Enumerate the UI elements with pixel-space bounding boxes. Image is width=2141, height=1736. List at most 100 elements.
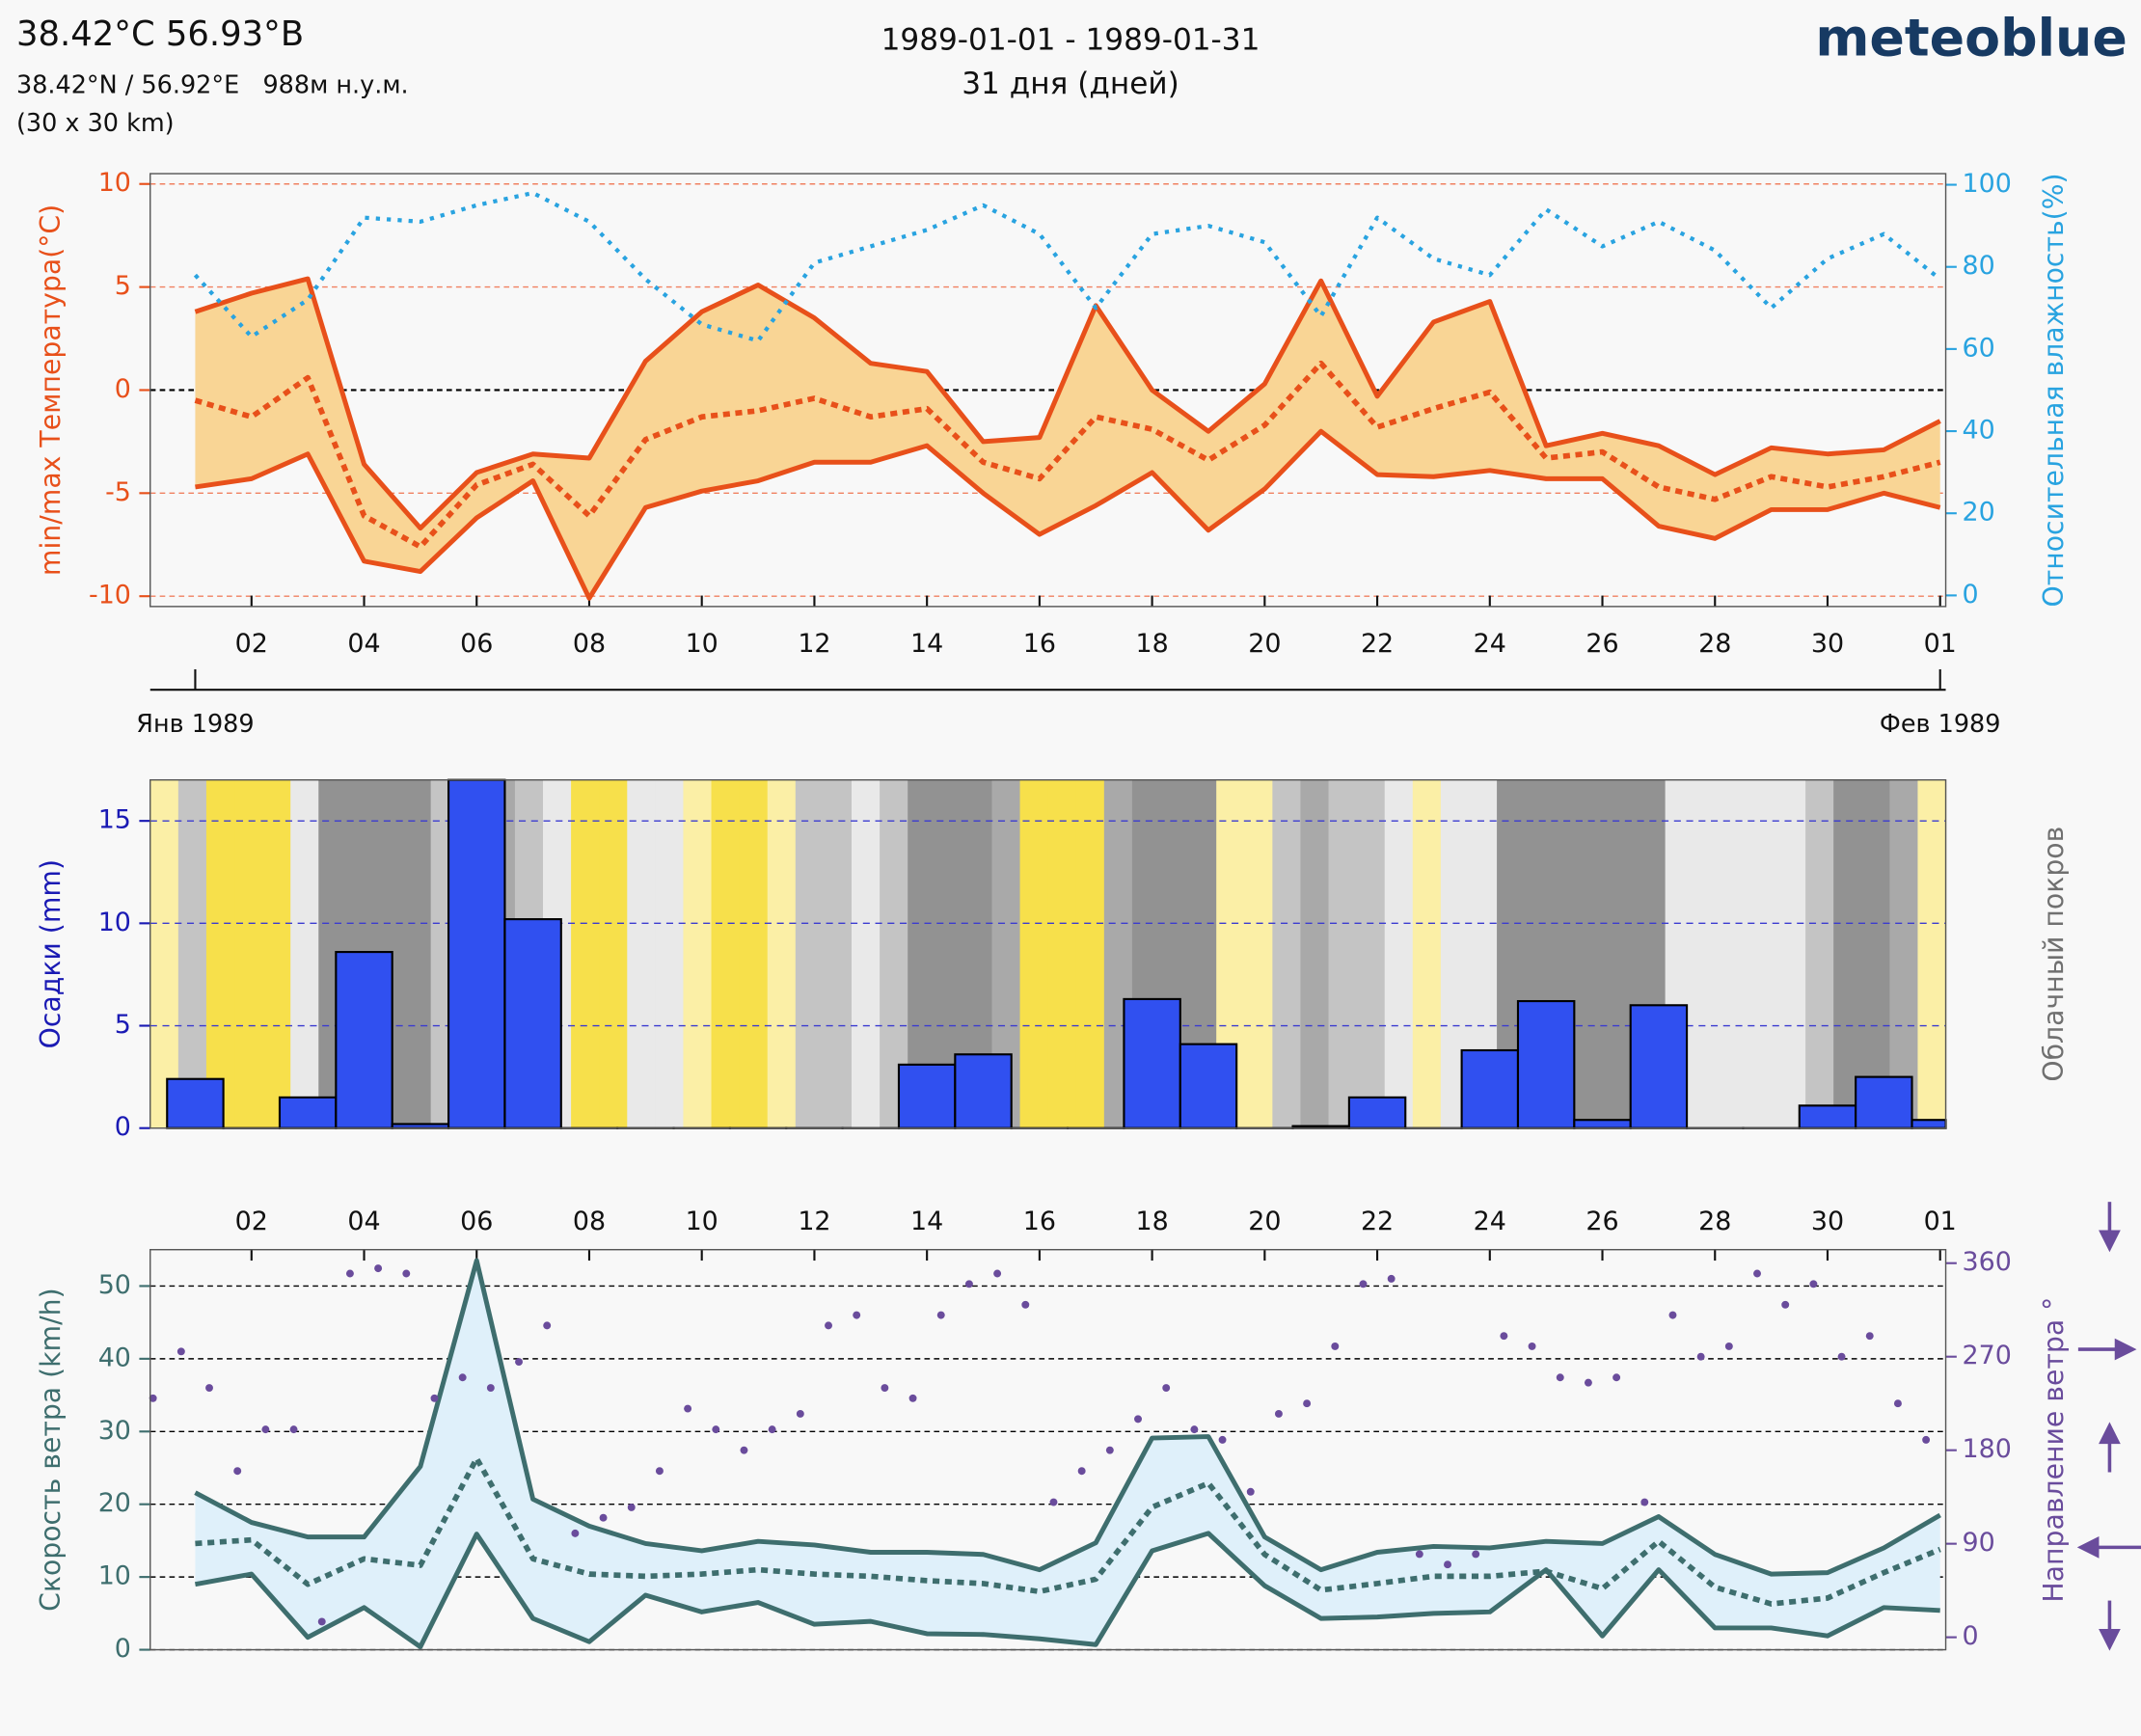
direction-dot <box>345 1269 354 1278</box>
cloud-cover <box>262 779 291 1128</box>
cloud-cover <box>767 779 797 1128</box>
cloud-cover <box>1047 779 1077 1128</box>
direction-dot <box>1809 1280 1818 1288</box>
x-tick-label: 28 <box>1698 629 1731 659</box>
x-tick-label: 12 <box>798 1207 830 1236</box>
direction-dot <box>1613 1373 1621 1382</box>
cloud-cover <box>1693 779 1722 1128</box>
cloud-cover <box>683 779 713 1128</box>
logo: meteoblue <box>1815 7 2127 68</box>
x-tick-label: 01 <box>1924 629 1957 659</box>
series-line <box>194 360 1941 550</box>
direction-dot <box>1190 1425 1199 1434</box>
y-tick-label: 40 <box>98 1343 131 1372</box>
precip-bar <box>1123 997 1181 1129</box>
direction-dot <box>1134 1415 1142 1424</box>
y2-tick-label: 270 <box>1963 1341 2012 1370</box>
x-tick-label: 18 <box>1136 629 1169 659</box>
y-tick-label: 20 <box>98 1488 131 1518</box>
direction-dot <box>1105 1446 1114 1454</box>
direction-dot <box>881 1384 889 1392</box>
precip-bar <box>1573 1119 1632 1129</box>
cloud-cover <box>205 779 235 1128</box>
x-tick-label: 24 <box>1474 1207 1506 1236</box>
cloud-cover <box>795 779 825 1128</box>
cloud-cover <box>1075 779 1105 1128</box>
direction-dot <box>1359 1280 1368 1288</box>
direction-dot <box>796 1409 804 1418</box>
cloud-cover <box>177 779 207 1128</box>
direction-dot <box>1696 1352 1705 1361</box>
precip-bar <box>1798 1104 1857 1129</box>
direction-dot <box>1077 1467 1086 1476</box>
cloud-cover <box>571 779 600 1128</box>
cloud-cover <box>149 779 179 1128</box>
cloud-cover <box>1833 779 1862 1128</box>
precip-bar <box>954 1053 1013 1129</box>
direction-dot <box>627 1503 636 1511</box>
range-band <box>195 1261 1940 1647</box>
direction-dot <box>317 1617 326 1626</box>
plot-frame <box>149 173 1947 608</box>
precip-bar <box>1516 999 1576 1129</box>
precip-bar <box>278 1096 338 1129</box>
days-count: 31 дня (дней) <box>962 67 1179 101</box>
direction-dot <box>430 1394 439 1402</box>
cloud-cover <box>1019 779 1049 1128</box>
y-axis-title: Осадки (mm) <box>35 859 67 1048</box>
humidity-line <box>193 190 1942 343</box>
direction-dot <box>1781 1300 1790 1309</box>
direction-dot <box>543 1321 552 1330</box>
precip-bar <box>1629 1004 1689 1129</box>
y2-tick-label: 360 <box>1963 1247 2012 1277</box>
direction-dot <box>486 1384 495 1392</box>
x-tick-label: 02 <box>235 629 268 659</box>
cloud-cover <box>739 779 769 1128</box>
precip-bar <box>1911 1119 1947 1129</box>
series-line <box>194 1258 1941 1577</box>
cloud-cover <box>402 779 432 1128</box>
series-line <box>194 276 1941 531</box>
direction-dot <box>402 1269 411 1278</box>
x-tick-label: 22 <box>1361 1207 1394 1236</box>
direction-dot <box>1584 1378 1592 1387</box>
x-tick-label: 24 <box>1474 629 1506 659</box>
x-tick-label: 06 <box>460 1207 493 1236</box>
precip-bar <box>503 918 562 1129</box>
y2-axis-title: Облачный покров <box>2038 827 2070 1082</box>
y-tick-label: -10 <box>89 581 131 610</box>
y2-tick-label: 20 <box>1963 498 1995 528</box>
cloud-cover <box>1917 779 1947 1128</box>
direction-dot <box>1331 1342 1340 1350</box>
direction-dot <box>1893 1399 1902 1408</box>
y-tick-label: 5 <box>115 1010 131 1040</box>
y-tick-label: 30 <box>98 1416 131 1446</box>
direction-dot <box>149 1394 157 1402</box>
y-axis-title: min/max Температура(°C) <box>35 204 67 576</box>
cloud-cover <box>852 779 881 1128</box>
direction-dot <box>1444 1560 1451 1569</box>
direction-dot <box>1246 1487 1255 1496</box>
location-title: 38.42°C 56.93°B <box>16 14 304 54</box>
direction-dot <box>599 1513 608 1522</box>
cloud-cover <box>1300 779 1330 1128</box>
x-tick-label: 14 <box>910 629 943 659</box>
direction-dot <box>1837 1352 1846 1361</box>
resolution: (30 x 30 km) <box>16 109 175 138</box>
series-line <box>194 1531 1940 1650</box>
direction-dot <box>908 1394 917 1402</box>
direction-dot <box>233 1467 242 1476</box>
x-tick-label: 01 <box>1924 1207 1957 1236</box>
x-tick-label: 28 <box>1698 1207 1731 1236</box>
direction-dot <box>261 1425 270 1434</box>
x-tick-label: 04 <box>347 629 380 659</box>
cloud-cover <box>1776 779 1806 1128</box>
precip-bar <box>1460 1048 1520 1129</box>
cloud-cover <box>1889 779 1919 1128</box>
x-tick-label: 10 <box>686 1207 718 1236</box>
direction-dot <box>1274 1409 1283 1418</box>
x-tick-label: 16 <box>1023 1207 1056 1236</box>
x-tick-label: 16 <box>1023 629 1056 659</box>
cloud-cover <box>599 779 628 1128</box>
